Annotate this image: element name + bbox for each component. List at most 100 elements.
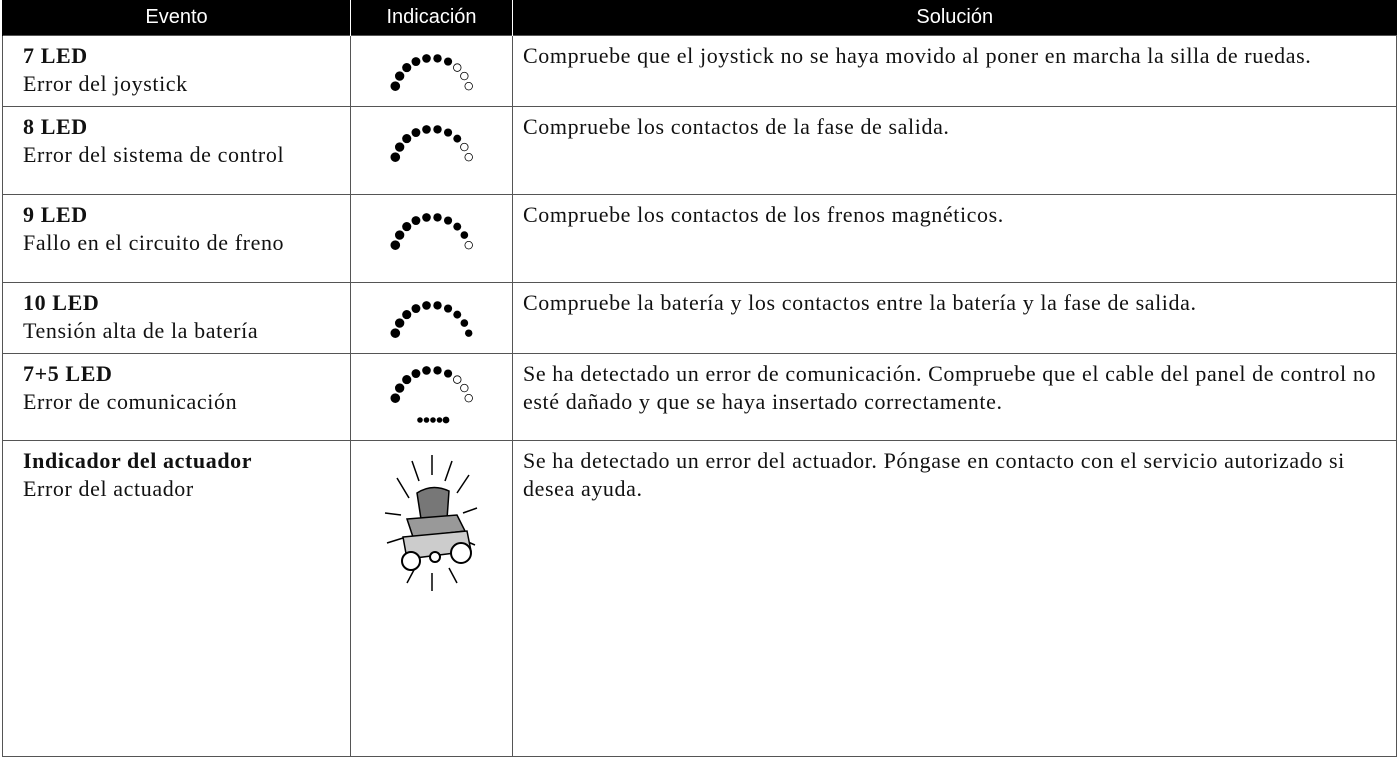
led-dot: [401, 63, 411, 73]
event-cell: 7 LED Error del joystick: [2, 35, 351, 107]
led-dot: [429, 417, 436, 423]
table-row: 10 LED Tensión alta de la batería Comprueb…: [2, 282, 1397, 354]
led-indicator: [389, 366, 473, 424]
header-cell: Indicación: [350, 0, 513, 36]
indication-cell: [350, 194, 513, 283]
led-dot: [394, 71, 404, 81]
table-row: 8 LED Error del sistema de control Comprue…: [2, 106, 1397, 195]
led-dot: [389, 328, 400, 338]
header-row: Evento Indicación Solución: [2, 0, 1397, 36]
table-row: 9 LED Fallo en el circuito de freno Compru…: [2, 194, 1397, 283]
ray: [386, 537, 403, 544]
ray: [395, 477, 410, 499]
solution-cell: Se ha detectado un error del actuador. P…: [512, 440, 1397, 757]
indication-cell: [350, 35, 513, 107]
indication-cell: [350, 353, 513, 441]
led-dot: [389, 240, 400, 250]
led-dot: [460, 319, 468, 327]
event-cell: 7+5 LED Error de comunicación: [2, 353, 351, 441]
ray: [384, 512, 401, 516]
led-dot: [452, 375, 461, 384]
ray: [447, 567, 458, 584]
led-dot: [443, 57, 452, 66]
solution-cell: Se ha detectado un error de comunicación…: [512, 353, 1397, 441]
led-dot: [432, 301, 442, 310]
event-description: Fallo en el circuito de freno: [23, 230, 285, 255]
led-dot: [452, 310, 461, 319]
led-dot: [389, 393, 400, 403]
led-dot: [421, 301, 431, 310]
led-dot: [459, 71, 469, 81]
led-dot: [416, 417, 423, 423]
led-dot: [464, 81, 473, 91]
led-dot: [394, 230, 404, 240]
led-dot: [443, 304, 452, 313]
led-dot: [411, 216, 420, 226]
event-cell: 9 LED Fallo en el circuito de freno: [2, 194, 351, 283]
led-dot: [423, 417, 429, 423]
ray: [443, 460, 453, 482]
ray: [410, 460, 420, 482]
led-dot: [421, 366, 431, 375]
led-dot: [443, 369, 452, 378]
led-dot: [421, 213, 431, 222]
led-dot: [464, 152, 473, 162]
led-dot: [394, 142, 404, 152]
header-cell: Evento: [2, 0, 351, 36]
led-dot: [443, 128, 452, 137]
led-dot: [464, 240, 473, 250]
led-dot: [401, 222, 411, 232]
led-dot: [411, 369, 420, 379]
wheel: [400, 551, 421, 571]
indication-cell: [350, 440, 513, 757]
led-dot: [411, 57, 420, 67]
actuator-icon: [384, 455, 477, 591]
led-dot: [401, 310, 411, 320]
event-code: Indicador del actuador: [23, 448, 253, 473]
event-description: Error del joystick: [23, 71, 188, 96]
led-dot: [389, 81, 400, 91]
led-dot: [443, 216, 452, 225]
wheel: [449, 542, 472, 564]
event-cell: Indicador del actuador Error del actuador: [2, 440, 351, 757]
led-dot: [411, 304, 420, 314]
event-code: 7+5 LED: [23, 361, 113, 386]
led-dot: [432, 366, 442, 375]
table-body: 7 LED Error del joystick Compruebe que el …: [2, 35, 1397, 757]
led-indicator: [389, 301, 472, 338]
led-dot: [432, 125, 442, 134]
event-description: Error del sistema de control: [23, 142, 285, 167]
led-dot: [452, 134, 461, 143]
led-dot: [401, 375, 411, 385]
led-dot: [452, 222, 461, 231]
led-dot: [459, 383, 469, 393]
led-dot: [432, 213, 442, 222]
led-indicator: [389, 125, 473, 162]
led-dot: [421, 54, 431, 63]
solution-cell: Compruebe la batería y los contactos ent…: [512, 282, 1397, 354]
led-dot: [394, 318, 404, 328]
table-row: 7+5 LED Error de comunicación Se ha detect…: [2, 353, 1397, 441]
led-dot: [401, 134, 411, 144]
event-code: 7 LED: [23, 43, 88, 68]
event-cell: 8 LED Error del sistema de control: [2, 106, 351, 195]
led-dot: [394, 383, 404, 393]
led-dot: [452, 63, 461, 72]
event-description: Error del actuador: [23, 476, 194, 501]
led-dot: [464, 393, 473, 403]
event-description: Error de comunicación: [23, 389, 238, 414]
solution-cell: Compruebe que el joystick no se haya mov…: [512, 35, 1397, 107]
led-dot: [421, 125, 431, 134]
solution-cell: Compruebe los contactos de los frenos ma…: [512, 194, 1397, 283]
led-indicator: [389, 54, 473, 91]
led-dot: [389, 152, 400, 162]
ray: [455, 474, 470, 494]
table-row: Indicador del actuador Error del actuador…: [2, 440, 1397, 757]
led-dot: [459, 142, 469, 152]
seat-back: [415, 486, 450, 520]
indication-cell: [350, 282, 513, 354]
solution-cell: Compruebe los contactos de la fase de sa…: [512, 106, 1397, 195]
led-dot: [436, 417, 442, 423]
